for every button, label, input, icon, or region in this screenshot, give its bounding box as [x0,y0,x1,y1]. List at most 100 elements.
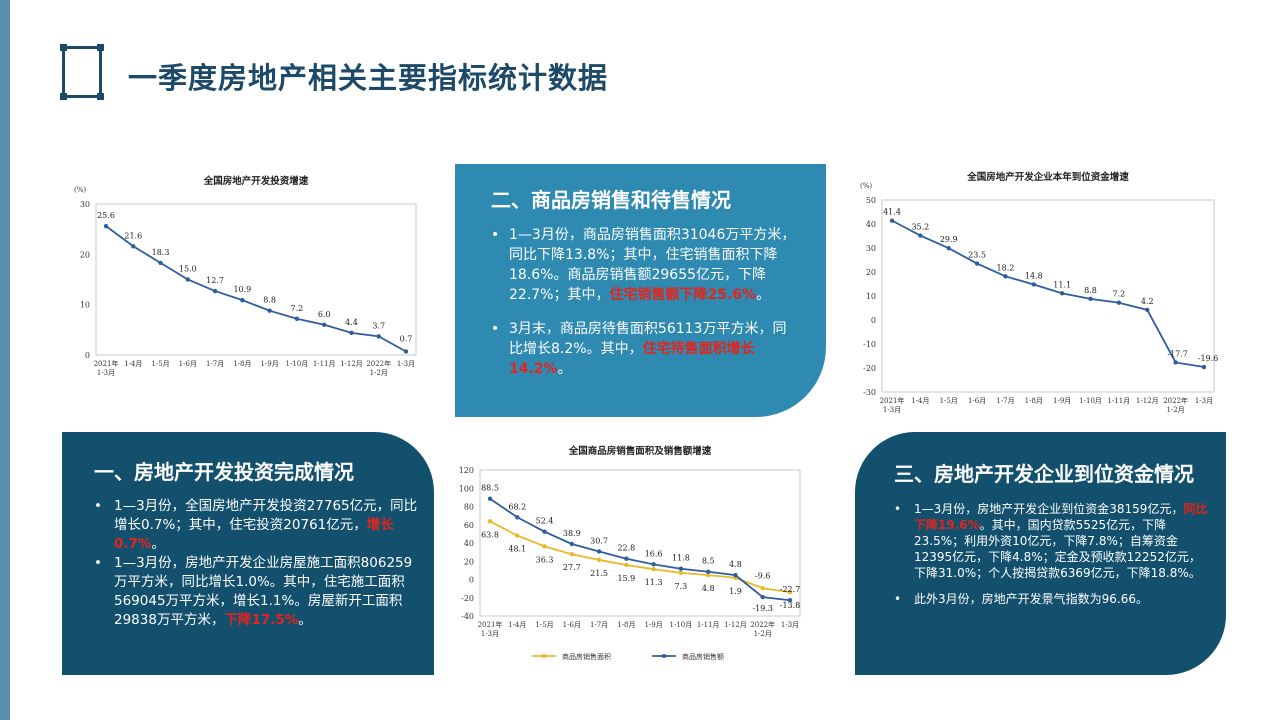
x-tick-label: 1-6月 [179,360,197,368]
data-label: 1.9 [729,587,742,596]
data-label: 68.2 [508,502,526,511]
chart-title: 全国房地产开发企业本年到位资金增速 [966,171,1129,183]
data-point [403,349,409,354]
legend-label: 商品房销售额 [682,652,724,661]
x-tick-label: 1-6月 [563,621,581,629]
data-point [787,598,793,603]
y-tick-label: 0 [871,316,876,325]
y-tick-label: -20 [461,594,474,603]
item-tail: 。其中，国内贷款5525亿元，下降23.5%；利用外资10亿元，下降7.8%；自… [914,518,1201,580]
data-point [678,566,684,571]
data-label: 6.0 [318,310,331,319]
data-point [376,334,381,339]
x-tick-label: 1-10月 [670,621,693,629]
item-tail: 。 [151,536,165,552]
x-tick-label: 1-5月 [151,360,169,368]
data-label: 25.6 [97,211,115,220]
data-label: 4.4 [345,318,358,327]
x-tick-label: 1-11月 [1108,397,1131,405]
item-text: 1—3月份，房地产开发企业到位资金38159亿元， [914,502,1184,516]
data-label: 23.5 [968,251,986,260]
data-point [974,261,980,266]
data-label: 21.6 [124,231,142,240]
x-tick-label: 1-7月 [996,397,1014,405]
funds-chart: 全国房地产开发企业本年到位资金增速 (%) -30 -20 -10 0 10 20 30 40 50… [852,162,1218,416]
frame-corner-icon [97,44,104,51]
item-text: 此外3月份，房地产开发景气指数为96.66。 [914,592,1148,606]
data-label: 22.8 [617,544,635,553]
y-tick-label: 40 [464,539,474,548]
data-label: 16.6 [645,549,663,558]
data-label: -17.7 [1167,349,1188,358]
y-tick-label: 30 [866,244,876,253]
data-point [1031,282,1037,287]
item-highlight: 下降17.5% [224,612,299,628]
data-label: 8.5 [702,557,715,566]
data-label: 11.8 [672,554,690,563]
y-tick-label: 20 [464,557,474,566]
x-tick-label: 1-7月 [590,621,608,629]
data-label: 12.7 [206,276,224,285]
frame-corner-icon [60,93,67,100]
x-tick-label: 1-9月 [1053,397,1071,405]
y-tick-label: 20 [866,268,876,277]
data-label: -9.6 [755,571,770,580]
data-point [787,589,793,595]
x-tick-label: 1-11月 [313,360,336,368]
x-tick-label: 1-10月 [1079,397,1102,405]
data-label: 4.8 [729,560,742,569]
series-line [489,497,791,602]
data-point [624,562,629,568]
x-tick-label: 1-8月 [1025,397,1043,405]
x-tick-label: 1-2月 [754,630,772,638]
legend-label: 商品房销售面积 [562,652,611,661]
investment-info-card: 一、房地产开发投资完成情况 1—3月份，全国房地产开发投资27765亿元，同比增… [62,432,434,675]
data-label: 11.1 [1053,280,1071,289]
funds-chart-svg: 全国房地产开发企业本年到位资金增速 (%) -30 -20 -10 0 10 20 30 40 50… [860,171,1218,414]
data-label: 27.7 [563,563,581,572]
data-point [321,322,327,327]
y-tick-label: 40 [866,220,876,229]
data-label: 8.8 [1084,286,1097,295]
series-line [105,225,407,353]
data-point [1088,296,1093,302]
chart-title: 全国房地产开发投资增速 [203,175,309,187]
item-text: 1—3月份，房地产开发企业房屋施工面积806259万平方米，同比增长1.0%。其… [114,555,413,628]
data-label: 29.9 [940,235,958,244]
data-point [515,533,520,538]
axis-unit-label: (%) [860,182,872,190]
data-point [678,570,684,576]
list-item: 此外3月份，房地产开发景气指数为96.66。 [894,591,1212,607]
x-tick-label: 1-2月 [1166,406,1184,414]
data-point [487,496,493,501]
data-label: -22.7 [780,585,801,594]
y-tick-label: -10 [863,340,876,349]
y-tick-label: -30 [863,388,876,397]
data-point [103,223,109,229]
x-tick-label: 1-6月 [968,397,986,405]
investment-card-heading: 一、房地产开发投资完成情况 [94,460,354,484]
data-label: 7.3 [675,582,688,591]
data-label: 41.4 [883,208,901,217]
y-tick-label: 100 [459,484,474,493]
data-point [569,552,575,557]
data-label: 0.7 [400,334,413,343]
data-point [651,562,656,567]
data-label: -19.3 [752,604,773,613]
x-tick-label: 1-3月 [781,621,799,629]
x-tick-label: 1-4月 [124,360,142,368]
data-point [889,218,895,223]
x-tick-label: 1-5月 [940,397,958,405]
item-highlight: 增长0.7% [114,517,394,552]
y-tick-label: 0 [469,576,474,585]
sales-chart-svg: 全国商品房销售面积及销售额增速 -40 -20 0 20 40 60 80 100 120 2021… [459,445,801,661]
legend-marker [542,654,546,658]
axis-unit-label: (%) [74,186,86,194]
data-point [918,233,923,238]
x-tick-label: 2022年 [1163,396,1188,405]
data-point [569,541,575,547]
data-point [1201,364,1207,370]
data-point [1116,300,1122,305]
data-label: 18.2 [997,263,1015,272]
